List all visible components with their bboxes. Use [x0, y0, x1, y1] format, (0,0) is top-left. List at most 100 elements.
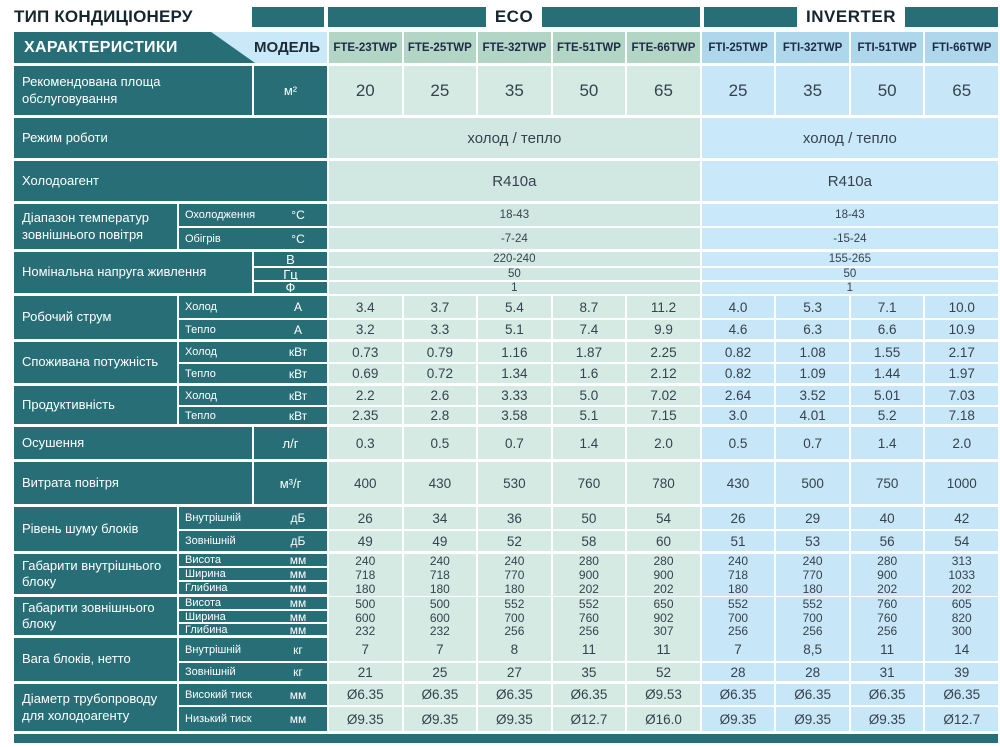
spec-group: Споживана потужність Холод кВт 0.73 0.79 1.16… [14, 342, 998, 383]
inverter-value-cell: 202 [925, 582, 998, 596]
spec-row: В 220-240 155-265 [254, 252, 998, 267]
eco-value-cell: 280 [552, 554, 626, 568]
eco-value-cell: 180 [403, 582, 477, 596]
spec-group: Рекомендована площа обслуговування м² 20 25… [14, 66, 998, 115]
inverter-value-cell: 718 [701, 568, 775, 582]
spec-group: Рівень шуму блоків Внутрішній дБ 26 34 36 50 54… [14, 507, 998, 551]
eco-value-cell: 7 [403, 638, 477, 661]
sub-label: Обігрів [185, 232, 221, 245]
bottom-bar [14, 734, 998, 743]
eco-value-cell: 0.5 [403, 427, 477, 459]
sub-label-cell: Висота мм [179, 553, 327, 567]
eco-value-cell: 0.72 [403, 364, 477, 383]
inverter-value-cell: 29 [776, 507, 849, 529]
group-rows: Високий тиск мм Ø6.35 Ø6.35 Ø6.35 Ø6.35 Ø9.53 Ø… [179, 684, 998, 731]
inverter-value-cell: 4.6 [701, 320, 775, 339]
unit-label: кВт [288, 366, 308, 381]
inverter-value-cell: Ø9.35 [850, 707, 924, 731]
eco-value-cell: 240 [329, 554, 402, 568]
sub-label: Ширина [185, 568, 226, 580]
characteristics-cell: ХАРАКТЕРИСТИКИ МОДЕЛЬ [14, 32, 327, 63]
inverter-value-cell: 900 [850, 568, 924, 582]
spec-table-body: Рекомендована площа обслуговування м² 20 25… [14, 66, 998, 731]
type-row: ТИП КОНДИЦІОНЕРУ ECO INVERTER [14, 4, 998, 30]
group-rows: м³/г 400 430 530 760 780 430 500 750 1000 [254, 462, 998, 504]
eco-value-cell: Ø12.7 [552, 707, 626, 731]
spec-group: Габарити зовнішнього блоку Висота мм 500 500… [14, 596, 998, 638]
inverter-value-cell: 1.55 [850, 342, 924, 362]
inverter-value-cell: 180 [776, 582, 849, 596]
inverter-value-cell: 5.2 [850, 407, 924, 424]
spec-row: Внутрішній дБ 26 34 36 50 54 26 29 40 42 [179, 507, 998, 529]
spec-group: Продуктивність Холод кВт 2.2 2.6 3.33 5.0 7.02 2… [14, 386, 998, 424]
eco-value-cell: 280 [627, 554, 700, 568]
model-label: МОДЕЛЬ [254, 39, 320, 56]
sub-label-cell: Охолодження °С [179, 204, 327, 226]
eco-value-cell: 7.02 [627, 386, 700, 405]
data-cells: 50 50 [329, 268, 998, 280]
unit-label: А [293, 322, 302, 337]
group-rows: холод / тепло холод / тепло [329, 118, 998, 158]
eco-value-cell: 2.6 [403, 386, 477, 405]
spec-row: Внутрішній кг 7 7 8 11 11 7 8,5 11 14 [179, 638, 998, 661]
model-name-cell: FTI-51TWP [850, 32, 924, 63]
sub-label-cell: Внутрішній дБ [179, 507, 327, 529]
spec-group: Витрата повітря м³/г 400 430 530 760 780 430 500… [14, 462, 998, 504]
unit-label: кВт [288, 408, 308, 423]
inverter-value-cell: 7.18 [925, 407, 998, 424]
eco-value-cell: 3.3 [403, 320, 477, 339]
unit-label: кг [293, 642, 303, 657]
eco-value-cell: 65 [627, 66, 700, 115]
eco-value-cell: 52 [627, 663, 700, 681]
eco-value-cell: 180 [478, 582, 551, 596]
eco-value-cell: Ø16.0 [627, 707, 700, 731]
inverter-value-cell: 605 [925, 597, 998, 611]
inverter-value-cell: 50 [850, 66, 924, 115]
eco-value-cell: 900 [552, 568, 626, 582]
eco-value-cell: 54 [627, 507, 700, 529]
sub-label: Зовнішній [185, 666, 236, 678]
data-cells: 600 600 700 760 902 700 700 760 820 [329, 611, 998, 625]
group-label: Продуктивність [14, 386, 177, 424]
group-label: Габарити внутрішнього блоку [14, 554, 177, 594]
sub-label: Холод [185, 346, 217, 358]
data-cells: 500 500 552 552 650 552 552 760 605 [329, 597, 998, 611]
inverter-value-cell: 500 [776, 462, 849, 504]
unit-label: мм [289, 596, 307, 610]
inverter-value-cell: 2.64 [701, 386, 775, 405]
group-rows: Холод А 3.4 3.7 5.4 8.7 11.2 4.0 5.3 7.1 10.0 Тепло… [179, 296, 998, 339]
sub-label: Низький тиск [185, 713, 252, 725]
sub-label: Високий тиск [185, 688, 252, 701]
eco-span-cell: -7-24 [329, 228, 700, 249]
spec-row: м² 20 25 35 50 65 25 35 50 65 [254, 66, 998, 115]
spec-row: л/г 0.3 0.5 0.7 1.4 2.0 0.5 0.7 1.4 2.0 [254, 427, 998, 459]
model-name-cell: FTE-23TWP [329, 32, 402, 63]
eco-value-cell: 256 [552, 624, 626, 638]
inverter-value-cell: 3.52 [776, 386, 849, 405]
eco-value-cell: 35 [552, 663, 626, 681]
inverter-value-cell: 26 [701, 507, 775, 529]
data-cells: 3.2 3.3 5.1 7.4 9.9 4.6 6.3 6.6 10.9 [329, 320, 998, 339]
eco-header: ECO [328, 7, 700, 27]
group-label: Номінальна напруга живлення [14, 252, 252, 293]
group-rows: Внутрішній дБ 26 34 36 50 54 26 29 40 42 Зовнішній д… [179, 507, 998, 551]
inverter-value-cell: Ø9.35 [701, 707, 775, 731]
spec-row: Низький тиск мм Ø9.35 Ø9.35 Ø9.35 Ø12.7 Ø16.0 Ø… [179, 707, 998, 731]
data-cells: Ø9.35 Ø9.35 Ø9.35 Ø12.7 Ø16.0 Ø9.35 Ø9.35 Ø9.35… [329, 707, 998, 731]
sub-label: Висота [185, 597, 222, 609]
header-bar [542, 7, 700, 27]
spec-group: Габарити внутрішнього блоку Висота мм 240 24… [14, 553, 998, 596]
eco-value-cell: 7.4 [552, 320, 626, 339]
inverter-value-cell: 11 [850, 638, 924, 661]
eco-value-cell: 500 [403, 597, 477, 611]
group-rows: л/г 0.3 0.5 0.7 1.4 2.0 0.5 0.7 1.4 2.0 [254, 427, 998, 459]
group-rows: Охолодження °С 18-43 18-43 Обігрів °С -7-24 -15… [179, 204, 998, 249]
inverter-value-cell: 240 [701, 554, 775, 568]
eco-value-cell: 11 [552, 638, 626, 661]
inverter-value-cell: 552 [776, 597, 849, 611]
inverter-value-cell: 256 [850, 624, 924, 638]
spec-row: Тепло кВт 2.35 2.8 3.58 5.1 7.15 3.0 4.01 5.2 7.18 [179, 407, 998, 424]
eco-value-cell: 5.4 [478, 296, 551, 318]
inverter-value-cell: 300 [925, 624, 998, 638]
